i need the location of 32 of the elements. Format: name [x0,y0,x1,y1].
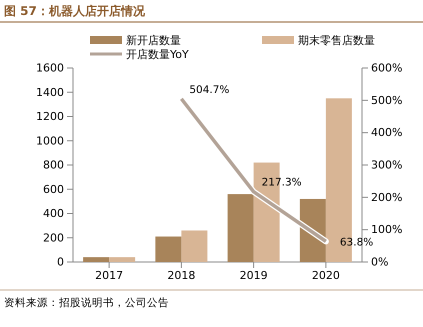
x-tick-label: 2020 [312,268,340,282]
bar [109,257,136,262]
y2-tick-label: 500% [371,94,402,107]
y-tick-label: 1000 [36,134,64,148]
y-tick-label: 600 [43,182,64,196]
bar [83,257,110,262]
y-tick-label: 1400 [36,86,64,99]
chart-title: 图 57：机器人店开店情况 [4,4,146,18]
x-tick-label: 2017 [95,268,124,282]
y-tick-label: 800 [43,158,64,172]
y-tick-label: 1200 [36,110,64,124]
data-label: 504.7% [189,84,230,96]
bar [155,236,182,262]
x-tick-label: 2019 [240,268,268,282]
y-tick-label: 0 [57,256,64,269]
y2-tick-label: 0% [371,256,388,269]
bar [181,230,208,262]
data-label: 63.8% [340,236,374,248]
y2-tick-label: 400% [371,126,402,140]
y-tick-label: 200 [43,231,64,244]
legend-label: 期末零售店数量 [298,34,375,47]
data-label: 217.3% [262,176,302,189]
x-tick-label: 2018 [167,268,196,282]
y2-tick-label: 200% [371,190,402,204]
y-tick-label: 400 [43,207,64,220]
text: 资料来源：招股说明书，公司公告 [4,296,169,309]
legend-label: 开店数量YoY [126,48,189,61]
legend-label: 新开店数量 [126,34,181,47]
y2-tick-label: 600% [371,62,402,75]
y2-tick-label: 100% [371,223,402,236]
y-tick-label: 1600 [36,62,64,75]
y2-tick-label: 300% [371,158,402,172]
